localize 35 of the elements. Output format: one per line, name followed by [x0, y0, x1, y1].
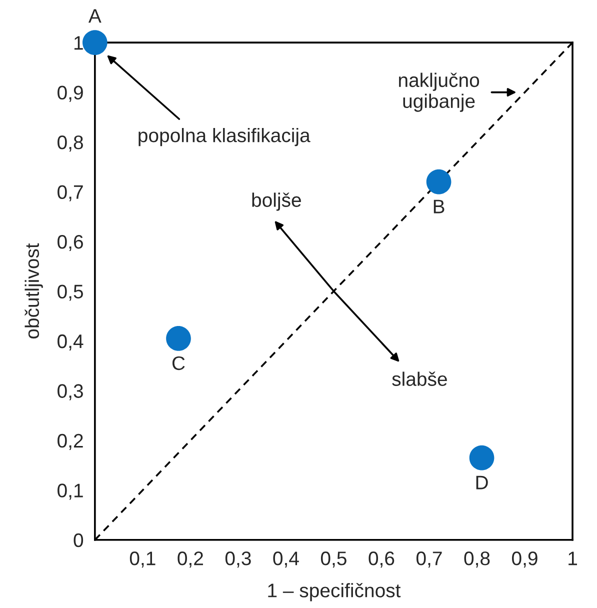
y-axis-title: občutljivost: [24, 243, 43, 339]
y-tick-label: 0,4: [58, 334, 84, 350]
y-tick-label: 0,7: [58, 185, 83, 202]
point: [469, 445, 494, 470]
x-tick-label: 0,7: [416, 552, 442, 568]
x-tick-label: 0,2: [178, 552, 203, 568]
y-tick-label: 0,6: [58, 234, 83, 252]
annotation: C: [172, 356, 185, 370]
annotation: naključno ugibanje: [399, 72, 480, 112]
y-tick-label: 0,3: [58, 384, 83, 400]
y-tick-label: 0,5: [58, 284, 83, 301]
y-tick-label: 0,8: [58, 135, 83, 152]
x-tick-label: 1: [568, 552, 577, 566]
point: [166, 326, 191, 351]
y-tick-label: 0,2: [58, 434, 83, 450]
annotation: popolna klasifikacija: [138, 128, 310, 146]
x-tick-label: 0,6: [368, 552, 394, 568]
point: [82, 30, 108, 55]
x-tick-label: 0,4: [273, 552, 299, 568]
y-tick-label: 0: [74, 533, 84, 548]
x-tick-label: 0,3: [225, 552, 251, 568]
annotation: B: [434, 200, 444, 214]
x-axis-title: 1 – specifičnost: [268, 583, 401, 602]
y-tick-label: 1: [74, 36, 83, 50]
x-tick-label: 0,1: [130, 552, 156, 568]
annotation: boljše: [252, 192, 301, 211]
x-tick-label: 0,9: [512, 552, 538, 568]
x-tick-label: 0,5: [320, 552, 346, 568]
x-tick-label: 0,8: [464, 552, 490, 568]
y-tick-label: 0,9: [58, 86, 83, 102]
annotation: slabše: [392, 372, 447, 386]
annotation: D: [476, 476, 488, 490]
annotation: A: [88, 9, 102, 23]
point: [426, 169, 452, 194]
y-tick-label: 0,1: [58, 484, 83, 500]
